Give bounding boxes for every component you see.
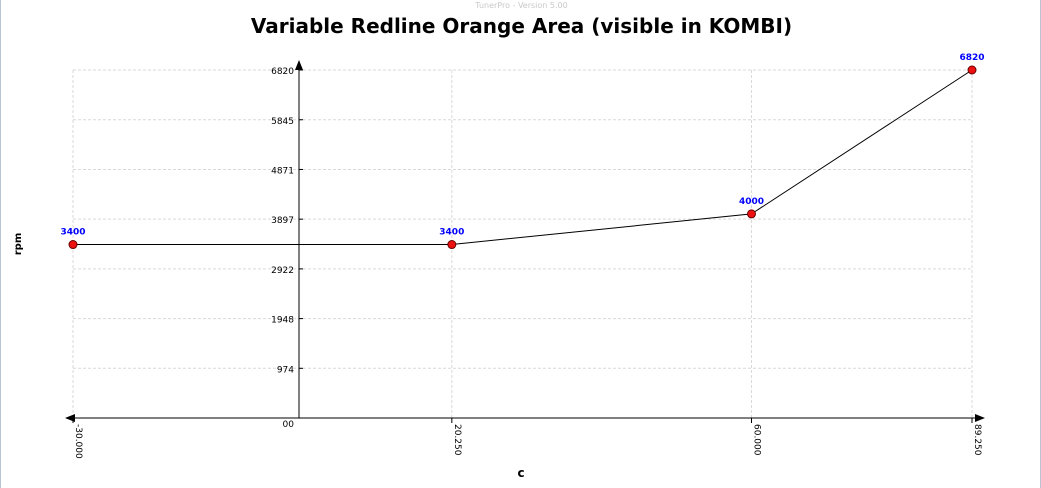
y-tick-label: 4871 (271, 166, 294, 176)
x-tick-label: 20.250 (452, 424, 462, 456)
x-ticks: -30.000 20.250 60.000 89.250 (72, 418, 982, 459)
y-tick-label: 974 (277, 365, 294, 375)
x-axis-arrow-right (975, 414, 985, 422)
x-tick-label: 60.000 (751, 424, 761, 456)
data-label: 3400 (439, 228, 464, 238)
grid (72, 69, 973, 418)
x-axis-label: c (517, 466, 525, 480)
axes (65, 60, 985, 422)
data-point (68, 240, 78, 250)
data-point (967, 65, 977, 75)
y-ticks: 00 974 1948 2922 3897 4871 5845 6820 (271, 67, 303, 430)
data-label: 4000 (739, 197, 764, 207)
y-tick-label: 6820 (271, 67, 294, 77)
y-axis-arrow-top (295, 60, 303, 70)
data-label: 6820 (959, 53, 984, 63)
y-tick-label: 3897 (271, 216, 294, 226)
chart-title: Variable Redline Orange Area (visible in… (250, 14, 793, 38)
series-line (73, 69, 973, 246)
y-tick-label: 00 (283, 420, 295, 430)
x-tick-label: 89.250 (972, 424, 982, 456)
data-point (746, 209, 756, 219)
series: 3400 3400 4000 6820 (60, 53, 985, 250)
x-tick-label: -30.000 (73, 424, 83, 459)
y-tick-label: 5845 (271, 117, 294, 127)
data-label: 3400 (60, 228, 85, 238)
version-watermark: TunerPro - Version 5.00 (475, 1, 568, 10)
y-tick-label: 1948 (271, 316, 294, 326)
y-tick-label: 2922 (271, 266, 294, 276)
data-point (447, 240, 457, 250)
